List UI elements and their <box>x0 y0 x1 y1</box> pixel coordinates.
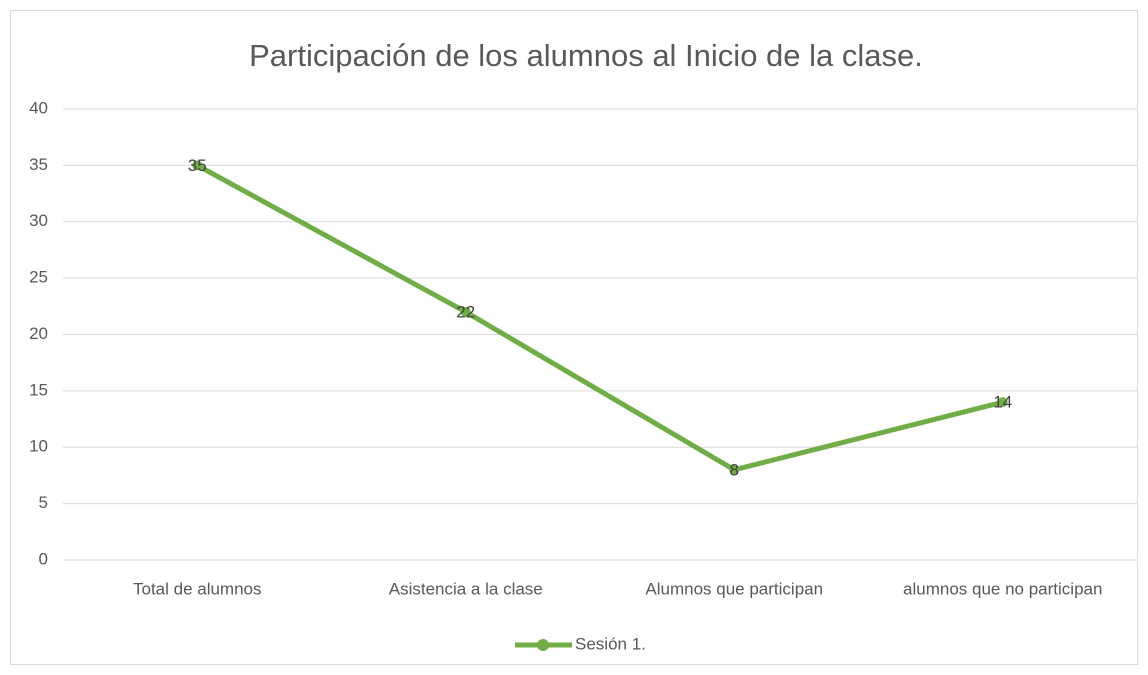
y-tick-label: 25 <box>29 268 48 287</box>
chart-title: Participación de los alumnos al Inicio d… <box>249 38 923 73</box>
point <box>192 160 203 171</box>
y-tick-label: 35 <box>29 155 48 174</box>
data-label: 22 <box>456 302 475 321</box>
chart-border <box>10 10 1138 665</box>
x-tick-label: Asistencia a la clase <box>389 579 543 598</box>
legend-label: Sesión 1. <box>575 634 646 653</box>
y-tick-label: 15 <box>29 380 48 399</box>
series-line <box>196 163 1004 473</box>
data-label: 14 <box>993 393 1012 412</box>
x-tick-label: Total de alumnos <box>133 579 262 598</box>
legend-marker <box>537 639 549 651</box>
data-label: 35 <box>188 156 207 175</box>
y-tick-label: 5 <box>39 493 48 512</box>
x-tick-label: Alumnos que participan <box>645 579 823 598</box>
point <box>460 306 471 317</box>
y-tick-label: 40 <box>29 98 48 117</box>
y-tick-label: 30 <box>29 211 48 230</box>
point <box>997 397 1008 408</box>
y-tick-label: 0 <box>39 549 48 568</box>
x-tick-label: alumnos que no participan <box>903 579 1102 598</box>
data-label: 8 <box>730 460 739 479</box>
point <box>729 464 740 475</box>
y-tick-label: 20 <box>29 324 48 343</box>
y-tick-label: 10 <box>29 437 48 456</box>
